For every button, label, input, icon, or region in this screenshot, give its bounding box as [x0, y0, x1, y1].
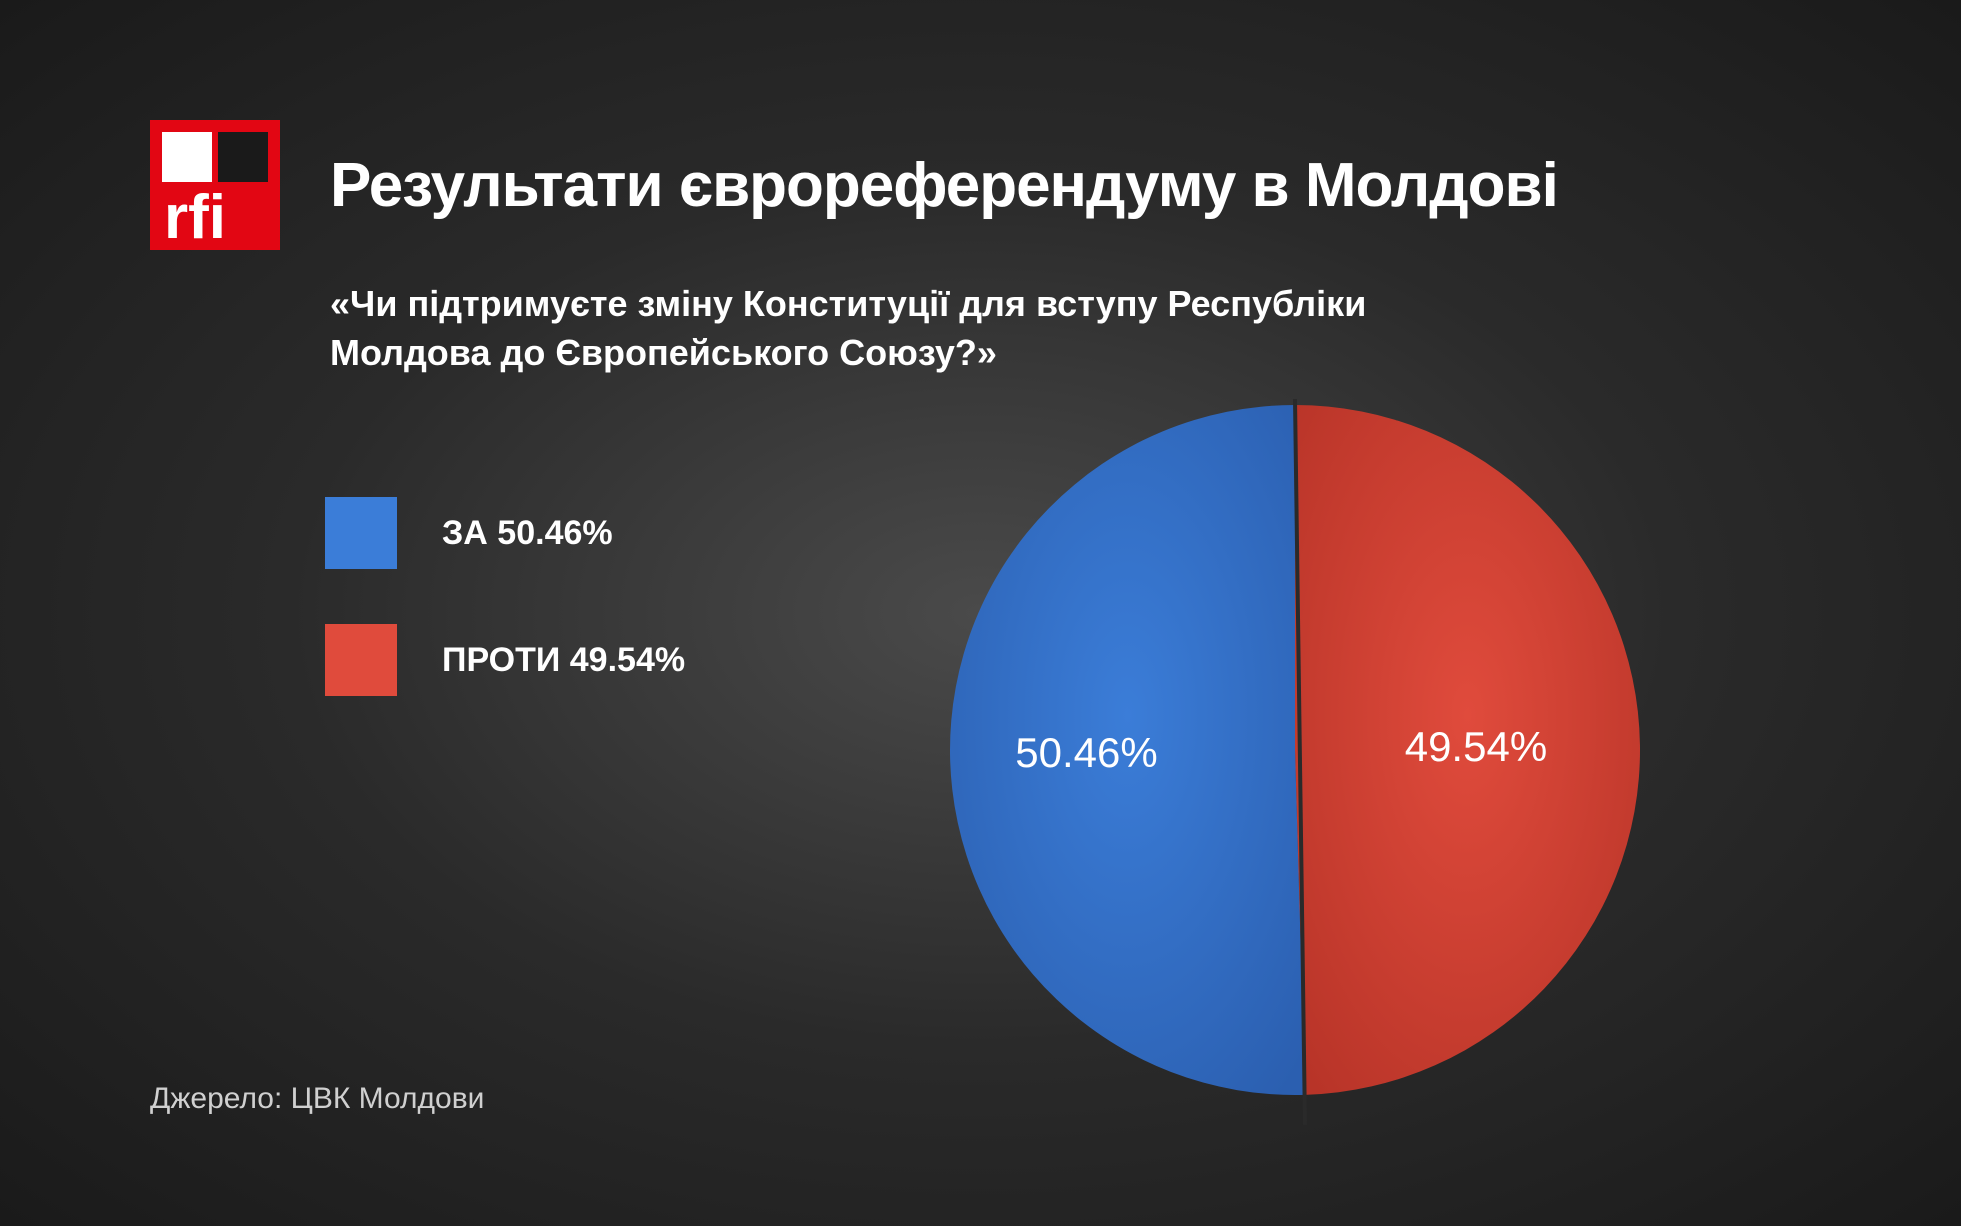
legend-label-for: ЗА 50.46%: [442, 514, 613, 553]
legend-swatch-for: [325, 497, 397, 569]
svg-text:rfi: rfi: [164, 183, 226, 250]
header: rfi Результати єврореферендуму в Молдові: [0, 0, 1961, 250]
page-title: Результати єврореферендуму в Молдові: [330, 150, 1558, 221]
legend-item-against: ПРОТИ 49.54%: [325, 624, 900, 696]
pie-slice-label-against: 49.54%: [1405, 723, 1547, 771]
legend-label-against: ПРОТИ 49.54%: [442, 641, 685, 680]
pie-chart: 50.46% 49.54%: [935, 380, 1655, 1145]
legend-swatch-against: [325, 624, 397, 696]
legend: ЗА 50.46% ПРОТИ 49.54%: [0, 457, 900, 751]
legend-item-for: ЗА 50.46%: [325, 497, 900, 569]
pie-slice-label-for: 50.46%: [1015, 729, 1157, 777]
source-text: Джерело: ЦВК Молдови: [150, 1082, 484, 1116]
subtitle: «Чи підтримуєте зміну Конституції для вс…: [0, 250, 1400, 377]
rfi-logo: rfi: [150, 120, 280, 250]
